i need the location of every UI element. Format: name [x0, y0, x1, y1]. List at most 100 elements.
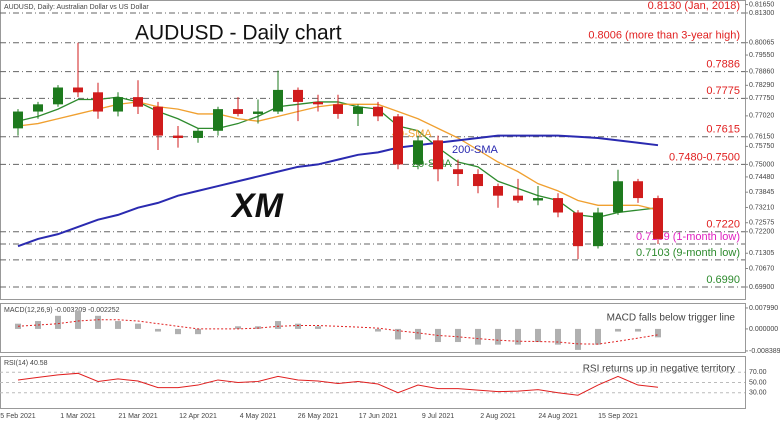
y-tick-label: 0.70670 [749, 265, 774, 272]
macd-bar [255, 326, 261, 329]
logo: XM [230, 187, 284, 225]
y-tick-label: 0.73210 [749, 204, 774, 211]
candle-body [613, 181, 623, 213]
macd-bar [235, 326, 241, 329]
candle-body [333, 104, 343, 114]
y-tick-label: 70.00 [749, 369, 767, 376]
y-tick-label: 0.78290 [749, 82, 774, 89]
macd-bar [55, 315, 61, 329]
macd-panel [0, 303, 746, 353]
macd-bar [415, 328, 421, 340]
macd-bar [115, 321, 121, 329]
candle-body [293, 89, 303, 102]
candle-body [653, 198, 663, 239]
macd-bar [595, 328, 601, 345]
y-tick-label: 0.79550 [749, 52, 774, 59]
x-tick-label: 5 Feb 2021 [0, 413, 36, 420]
candle-body [313, 101, 323, 105]
candle-body [133, 97, 143, 107]
macd-bar [295, 323, 301, 329]
y-tick-label: 0.77020 [749, 113, 774, 120]
candle-body [353, 106, 363, 114]
candle-body [73, 87, 83, 93]
rsi-header: RSI(14) 40.58 [4, 360, 48, 367]
macd-bar [375, 328, 381, 332]
series-label: 200-SMA [452, 144, 499, 156]
candle-body [33, 104, 43, 112]
sma-line [17, 134, 659, 248]
candle-body [633, 181, 643, 199]
y-tick-label: 0.81650 [749, 1, 774, 8]
level-label: 0.8006 (more than 3-year high) [588, 30, 740, 42]
level-label: 0.8130 (Jan, 2018) [648, 0, 740, 12]
candle-body [533, 198, 543, 201]
y-tick-label: 0.000000 [749, 326, 778, 333]
level-label: 0.7886 [706, 59, 740, 71]
candle-body [233, 109, 243, 114]
candle-body [173, 135, 183, 138]
x-tick-label: 1 Mar 2021 [60, 413, 96, 420]
y-tick-label: 30.00 [749, 390, 767, 397]
candle-body [193, 130, 203, 138]
y-tick-label: 0.78860 [749, 68, 774, 75]
candle-body [573, 212, 583, 247]
chart-title: AUDUSD - Daily chart [135, 22, 342, 45]
candle-body [513, 195, 523, 201]
x-tick-label: 24 Aug 2021 [538, 413, 577, 420]
macd-bar [95, 315, 101, 329]
candle-body [273, 89, 283, 112]
y-tick-label: 0.74480 [749, 174, 774, 181]
level-label: 0.7775 [706, 85, 740, 97]
macd-bar [135, 323, 141, 329]
macd-bar [395, 328, 401, 340]
chart-header: AUDUSD, Daily: Australian Dollar vs US D… [4, 4, 149, 11]
candle-body [593, 212, 603, 247]
candle-body [473, 174, 483, 187]
macd-bar [175, 328, 181, 335]
x-tick-label: 12 Apr 2021 [179, 413, 217, 420]
candle-body [413, 140, 423, 165]
rsi-annotation: RSI returns up in negative territory [583, 364, 735, 375]
y-tick-label: 0.72200 [749, 229, 774, 236]
macd-bar [495, 328, 501, 345]
y-tick-label: 0.80065 [749, 40, 774, 47]
x-tick-label: 4 May 2021 [240, 413, 277, 420]
candle-body [493, 186, 503, 196]
level-label: 0.7615 [706, 124, 740, 136]
y-tick-label: 0.75000 [749, 161, 774, 168]
y-tick-label: 0.75750 [749, 143, 774, 150]
y-tick-label: -0.008389 [749, 348, 780, 355]
level-label: 0.7220 [706, 219, 740, 231]
rsi-line [17, 372, 659, 396]
macd-bar [515, 328, 521, 345]
candle-body [373, 106, 383, 117]
macd-bar [155, 328, 161, 332]
y-tick-label: 0.76150 [749, 134, 774, 141]
y-tick-label: 0.71305 [749, 250, 774, 257]
x-tick-label: 17 Jun 2021 [359, 413, 398, 420]
macd-bar [455, 328, 461, 343]
level-label: 0.7169 (1-month low) [636, 231, 740, 243]
macd-bar [75, 310, 81, 329]
candle-body [213, 109, 223, 131]
macd-bar [275, 321, 281, 329]
x-tick-label: 26 May 2021 [298, 413, 339, 420]
candle-body [393, 116, 403, 165]
candle-body [93, 92, 103, 112]
candle-body [253, 111, 263, 114]
macd-bar [575, 328, 581, 350]
x-tick-label: 9 Jul 2021 [422, 413, 454, 420]
candle-body [453, 169, 463, 175]
x-tick-label: 21 Mar 2021 [118, 413, 157, 420]
x-tick-label: 2 Aug 2021 [480, 413, 516, 420]
candle-body [553, 198, 563, 213]
y-tick-label: 50.00 [749, 379, 767, 386]
y-tick-label: 0.81300 [749, 10, 774, 17]
candle-body [433, 140, 443, 170]
level-label: 0.6990 [706, 274, 740, 286]
y-tick-label: 0.77750 [749, 95, 774, 102]
x-tick-label: 15 Sep 2021 [598, 413, 638, 420]
candle-body [153, 106, 163, 136]
macd-bar [535, 328, 541, 343]
